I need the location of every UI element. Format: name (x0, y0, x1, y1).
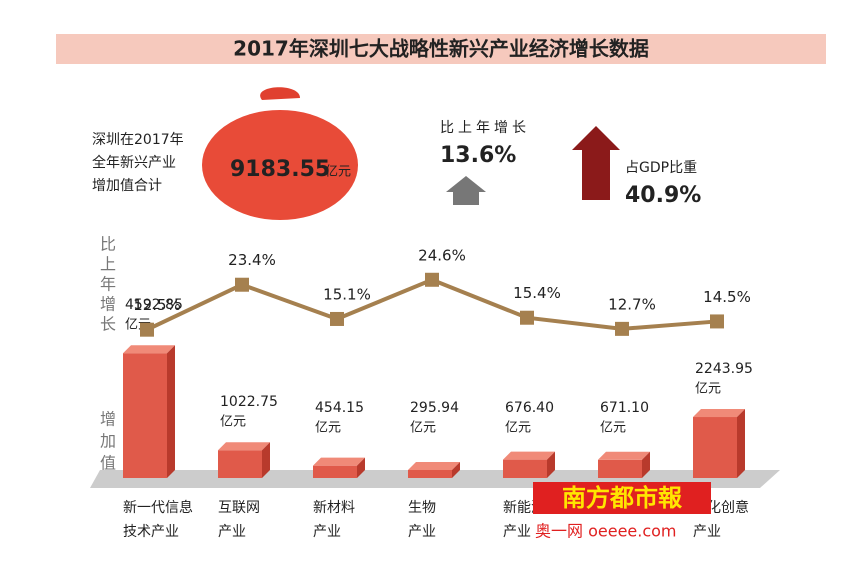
bar-value-label: 676.40 (505, 400, 554, 416)
line-value-label: 15.1% (323, 285, 371, 303)
total-unit: 亿元 (325, 165, 351, 180)
watermark-box (533, 482, 711, 514)
watermark-brand: 南方都市報 (562, 484, 683, 512)
line-axis-label: 长 (100, 315, 116, 334)
x-tick-label: 产业 (313, 524, 341, 540)
bar-side (167, 345, 175, 478)
bar-value-label: 671.10 (600, 400, 649, 416)
bar-side (357, 457, 365, 478)
x-tick-label: 产业 (408, 524, 436, 540)
bar (408, 469, 452, 478)
line-axis-label: 上 (100, 255, 116, 274)
line-marker (235, 277, 249, 292)
line-marker (140, 322, 154, 337)
money-bag (202, 110, 358, 220)
bar-side (642, 451, 650, 478)
title: 2017年深圳七大战略性新兴产业经济增长数据 (233, 37, 649, 61)
title-band (56, 34, 826, 64)
bar-unit-label: 亿元 (600, 421, 626, 436)
bar-unit-label: 亿元 (695, 382, 721, 397)
chart: 比上年增长增加值4592.85亿元新一代信息技术产业1022.75亿元互联网产业… (100, 235, 753, 541)
bar-top (693, 409, 745, 418)
line-value-label: 12.5% (133, 296, 181, 314)
bar-top (123, 345, 175, 354)
x-tick-label: 产业 (218, 524, 246, 540)
bar (218, 450, 262, 478)
bar-unit-label: 亿元 (315, 421, 341, 436)
gdp-label: 占GDP比重 (625, 160, 697, 176)
watermark-site: 奥一网 oeeee.com (535, 522, 677, 541)
x-tick-label: 产业 (503, 524, 531, 540)
total-label: 全年新兴产业 (92, 154, 176, 171)
bar-axis-label: 加 (100, 432, 116, 451)
bar-value-label: 1022.75 (220, 394, 278, 410)
bar-top (218, 442, 270, 451)
bar-top (408, 461, 460, 470)
bar-side (547, 451, 555, 478)
bar-value-label: 295.94 (410, 400, 459, 416)
bar-side (737, 409, 745, 478)
line-axis-label: 增 (100, 295, 116, 314)
x-tick-label: 技术产业 (123, 524, 179, 540)
total-value: 9183.55 (230, 157, 330, 182)
bar-value-label: 4592.85 (125, 297, 183, 313)
bar-unit-label: 亿元 (410, 421, 436, 436)
bar (123, 353, 167, 478)
line-axis-label: 比 (100, 235, 116, 254)
bar (313, 465, 357, 478)
x-tick-label: 生物 (408, 500, 436, 516)
total-label: 深圳在2017年 (92, 132, 184, 148)
line-axis-label: 年 (100, 275, 116, 294)
line-marker (615, 321, 629, 336)
x-tick-label: 新一代信息 (123, 499, 193, 516)
up-arrow (572, 126, 620, 200)
line-value-label: 14.5% (703, 288, 751, 306)
gdp-value: 40.9% (625, 183, 701, 208)
bar-top (503, 451, 555, 460)
line-value-label: 24.6% (418, 246, 466, 264)
bar-axis-label: 值 (100, 454, 116, 473)
bar-side (452, 461, 460, 478)
line-marker (520, 310, 534, 325)
growth-label: 比上年增长 (440, 120, 530, 136)
bar (693, 417, 737, 478)
line-value-label: 12.7% (608, 295, 656, 313)
x-tick-label: 互联网 (218, 500, 260, 516)
bar (503, 459, 547, 478)
line-marker (710, 314, 724, 329)
line-value-label: 23.4% (228, 251, 276, 269)
up-arrow (446, 176, 486, 205)
line-marker (330, 311, 344, 326)
line-value-label: 15.4% (513, 284, 561, 302)
x-tick-label: 新材料 (313, 500, 355, 516)
bar-unit-label: 亿元 (505, 421, 531, 436)
bar-value-label: 454.15 (315, 400, 364, 416)
total-label: 增加值合计 (92, 178, 162, 194)
bar-top (598, 451, 650, 460)
bar-top (313, 457, 365, 466)
bar-value-label: 2243.95 (695, 361, 753, 377)
bag-knot (260, 87, 300, 100)
line-marker (425, 272, 439, 287)
bar-unit-label: 亿元 (220, 415, 246, 430)
bar-axis-label: 增 (100, 410, 116, 429)
bar-side (262, 442, 270, 478)
growth-value: 13.6% (440, 143, 516, 168)
x-tick-label: 产业 (693, 524, 721, 540)
bar (598, 459, 642, 478)
